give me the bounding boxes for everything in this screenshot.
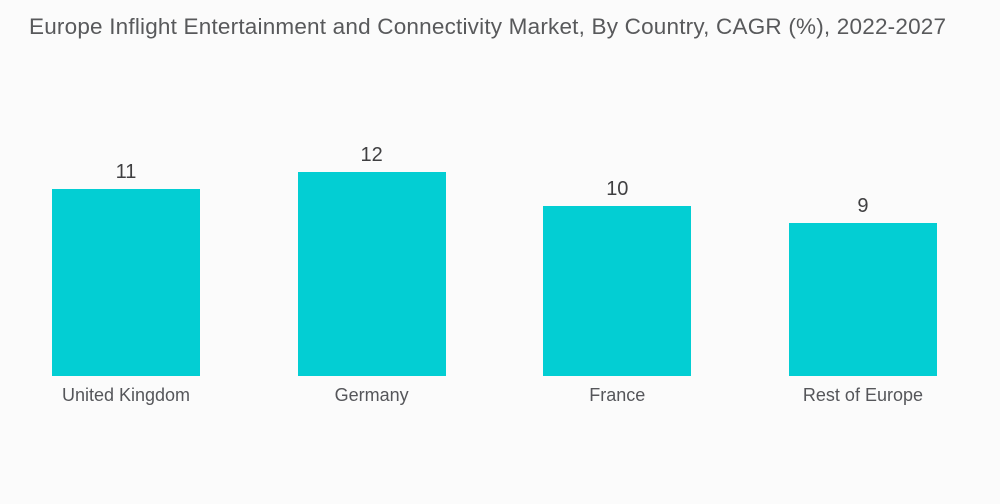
bar-group: 12 Germany [297,144,446,410]
bar [297,172,446,376]
bar-group: 10 France [543,178,692,410]
bar-value-label: 11 [115,161,137,183]
category-label: France [589,385,646,405]
category-label: Rest of Europe [802,385,923,405]
bar [543,206,692,376]
bar-value-label: 9 [857,195,869,217]
bar-group: 11 United Kingdom [52,162,200,410]
bar-value-label: 10 [606,178,629,200]
bar [788,223,937,376]
category-label: United Kingdom [61,385,191,405]
bar-group: 9 Rest of Europe [788,195,937,410]
category-label: Germany [334,385,409,405]
bar-value-label: 12 [360,144,383,166]
bar [52,189,200,376]
bar-chart-plot-area: 11 United Kingdom 12 Germany 10 France 9 Rest o… [52,144,937,410]
chart-title: Europe Inflight Entertainment and Connec… [29,14,947,39]
